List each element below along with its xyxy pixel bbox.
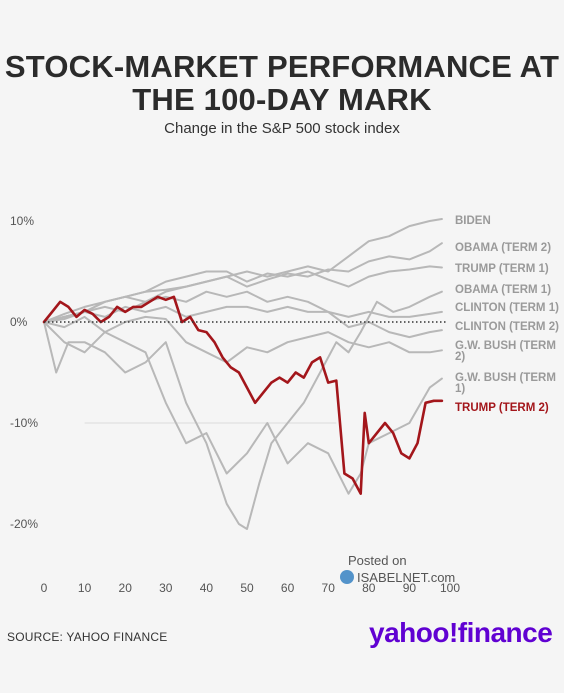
yahoo-finance-logo: yahoo!finance <box>369 617 553 648</box>
source-note: SOURCE: YAHOO FINANCE <box>7 630 168 644</box>
x-tick-label: 40 <box>200 581 214 595</box>
x-tick-label: 80 <box>362 581 376 595</box>
y-tick-label: 10% <box>10 214 34 228</box>
x-tick-label: 10 <box>78 581 92 595</box>
chart-subtitle: Change in the S&P 500 stock index <box>164 120 400 137</box>
globe-icon <box>340 570 354 584</box>
series-label: TRUMP (TERM 2) <box>455 402 549 414</box>
x-tick-label: 100 <box>440 581 460 595</box>
series-label: OBAMA (TERM 2) <box>455 242 551 254</box>
x-tick-label: 70 <box>322 581 336 595</box>
series-line <box>43 290 443 530</box>
series-line <box>43 242 443 323</box>
x-tick-label: 30 <box>159 581 173 595</box>
watermark-posted: Posted on <box>348 553 407 568</box>
y-tick-label: -20% <box>10 517 38 531</box>
x-tick-label: 20 <box>119 581 133 595</box>
series-label: TRUMP (TERM 1) <box>455 263 549 275</box>
y-tick-label: -10% <box>10 416 38 430</box>
series-line <box>42 295 444 495</box>
x-tick-label: 90 <box>403 581 417 595</box>
chart-title: STOCK-MARKET PERFORMANCE AT THE 100-DAY … <box>4 49 560 117</box>
watermark-site: ISABELNET.com <box>357 570 456 585</box>
series-line <box>43 290 443 339</box>
x-tick-label: 0 <box>41 581 48 595</box>
y-tick-label: 0% <box>10 315 28 329</box>
series-label: CLINTON (TERM 2) <box>455 321 559 333</box>
series-label: OBAMA (TERM 1) <box>455 284 551 296</box>
x-tick-label: 60 <box>281 581 295 595</box>
series-label: CLINTON (TERM 1) <box>455 302 559 314</box>
series-line <box>43 315 443 364</box>
x-tick-label: 50 <box>240 581 254 595</box>
series-line <box>43 321 443 495</box>
series-label: G.W. BUSH (TERM 1) <box>455 372 556 395</box>
series-label: G.W. BUSH (TERM 2) <box>455 340 556 363</box>
series-line <box>43 265 443 323</box>
watermark: Posted on ISABELNET.com <box>340 553 480 585</box>
series-label: BIDEN <box>455 215 491 227</box>
